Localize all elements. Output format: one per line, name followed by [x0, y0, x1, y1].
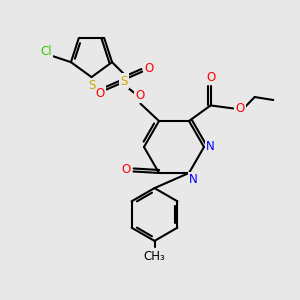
- Text: O: O: [122, 164, 130, 176]
- Text: S: S: [88, 79, 95, 92]
- Text: O: O: [145, 62, 154, 75]
- Text: N: N: [206, 140, 215, 154]
- Text: O: O: [206, 71, 215, 84]
- Text: S: S: [120, 75, 128, 88]
- Text: O: O: [135, 89, 144, 102]
- Text: CH₃: CH₃: [144, 250, 165, 263]
- Text: N: N: [189, 173, 198, 186]
- Text: O: O: [236, 102, 245, 115]
- Text: Cl: Cl: [40, 45, 52, 58]
- Text: O: O: [95, 87, 104, 100]
